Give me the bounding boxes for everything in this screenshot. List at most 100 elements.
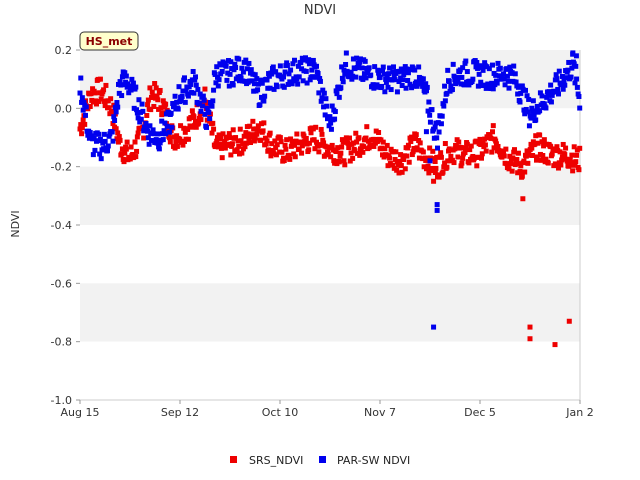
data-point — [365, 70, 371, 76]
data-point — [128, 87, 134, 93]
data-point — [311, 137, 317, 143]
data-point — [85, 132, 91, 138]
data-point — [543, 105, 549, 111]
data-point — [560, 86, 566, 92]
data-point — [541, 143, 547, 149]
data-point — [316, 149, 322, 155]
data-point — [440, 169, 446, 175]
data-point — [528, 141, 534, 147]
data-point — [509, 168, 515, 174]
data-point — [258, 77, 264, 83]
data-point — [481, 82, 487, 88]
data-point — [321, 104, 327, 110]
data-point — [532, 141, 538, 147]
data-point — [235, 138, 241, 144]
data-point — [342, 162, 348, 168]
y-axis: 0.2 0.0 -0.2 -0.4 -0.6 -0.8 -1.0 — [51, 44, 80, 407]
data-point — [358, 146, 363, 152]
data-point — [515, 91, 521, 97]
data-point — [287, 156, 293, 162]
data-point — [360, 76, 366, 82]
data-point — [424, 166, 429, 172]
data-point — [78, 122, 84, 128]
data-point — [204, 105, 210, 111]
data-point — [295, 63, 301, 69]
data-point — [229, 143, 235, 149]
data-point — [317, 78, 323, 84]
data-point — [145, 97, 151, 103]
data-point — [322, 112, 328, 118]
data-point — [402, 166, 408, 172]
data-point — [117, 137, 123, 143]
data-point — [219, 68, 225, 74]
data-point — [376, 70, 382, 76]
data-point — [468, 143, 474, 149]
data-point — [128, 144, 134, 150]
data-point — [430, 148, 436, 154]
data-point — [486, 81, 492, 87]
data-point — [259, 80, 265, 86]
chart-title: NDVI — [304, 3, 336, 18]
data-point — [228, 152, 234, 158]
data-point — [505, 78, 511, 84]
data-point — [507, 153, 513, 159]
data-point — [353, 130, 359, 136]
data-point — [236, 143, 242, 149]
data-point — [134, 110, 140, 116]
data-point — [424, 155, 430, 161]
data-point — [214, 64, 220, 70]
data-point — [479, 155, 484, 161]
data-point — [218, 136, 224, 142]
data-point — [83, 104, 89, 110]
data-point — [179, 93, 185, 99]
data-point — [493, 138, 499, 144]
data-point — [425, 163, 431, 169]
data-point — [531, 112, 537, 118]
data-point — [559, 157, 565, 163]
data-point — [135, 130, 141, 136]
data-point — [233, 65, 239, 71]
data-point — [180, 88, 186, 94]
data-point — [545, 160, 551, 166]
data-point — [398, 163, 404, 169]
data-point — [226, 131, 232, 137]
data-point — [383, 79, 389, 85]
data-point — [569, 152, 575, 158]
data-point — [105, 143, 111, 149]
data-point — [239, 65, 245, 71]
data-point — [552, 342, 558, 348]
data-point — [495, 60, 501, 66]
data-point — [528, 115, 534, 121]
data-point — [138, 116, 144, 122]
data-point — [79, 95, 85, 101]
data-point — [389, 77, 395, 83]
data-point — [173, 139, 179, 145]
data-point — [409, 134, 415, 140]
data-point — [202, 86, 208, 92]
data-point — [267, 85, 273, 91]
data-point — [196, 120, 202, 126]
data-point — [281, 74, 286, 80]
data-point — [344, 68, 350, 74]
data-point — [284, 137, 290, 143]
data-point — [420, 149, 426, 155]
data-point — [237, 78, 242, 84]
data-point — [215, 135, 220, 141]
data-point — [486, 66, 492, 72]
data-point — [151, 131, 157, 137]
data-point — [519, 83, 525, 89]
data-point — [152, 80, 158, 86]
data-point — [415, 147, 421, 153]
data-point — [363, 75, 369, 81]
data-point — [241, 133, 247, 139]
data-point — [328, 120, 334, 126]
data-point — [520, 196, 526, 202]
data-point — [118, 82, 124, 88]
data-point — [224, 134, 230, 140]
data-point — [527, 324, 533, 330]
data-point — [320, 137, 326, 143]
data-point — [134, 148, 140, 154]
data-point — [453, 143, 459, 149]
data-point — [451, 160, 457, 166]
data-point — [124, 139, 130, 145]
